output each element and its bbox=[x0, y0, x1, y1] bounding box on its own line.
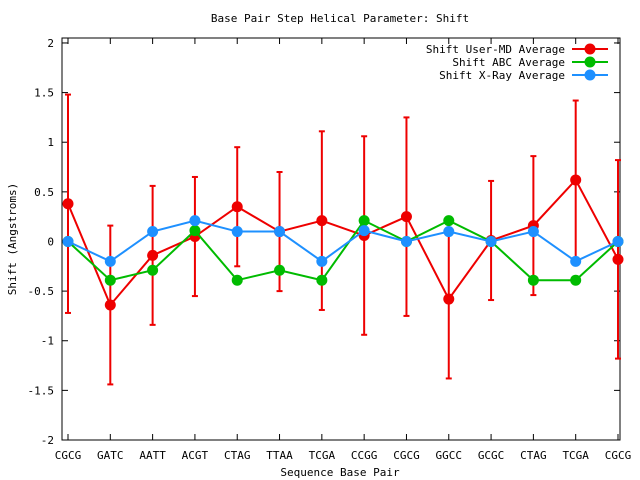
data-point bbox=[274, 226, 286, 238]
series-line bbox=[67, 219, 619, 263]
data-point bbox=[358, 225, 370, 237]
x-tick-label: TTAA bbox=[266, 449, 293, 462]
chart-title: Base Pair Step Helical Parameter: Shift bbox=[211, 12, 469, 25]
data-point bbox=[104, 299, 116, 311]
data-point bbox=[527, 274, 539, 286]
y-tick-label: 2 bbox=[47, 37, 54, 50]
data-point bbox=[316, 255, 328, 267]
data-point bbox=[274, 264, 286, 276]
legend-label: Shift X-Ray Average bbox=[439, 69, 565, 82]
y-tick-label: -1 bbox=[41, 335, 54, 348]
data-point bbox=[62, 235, 74, 247]
data-point bbox=[231, 201, 243, 213]
data-point bbox=[612, 235, 624, 247]
x-tick-label: CTAG bbox=[224, 449, 251, 462]
data-point bbox=[527, 226, 539, 238]
x-tick-label: AATT bbox=[139, 449, 166, 462]
data-point bbox=[316, 274, 328, 286]
x-tick-label: GCGC bbox=[478, 449, 505, 462]
data-point bbox=[231, 274, 243, 286]
x-tick-label: GGCC bbox=[436, 449, 463, 462]
x-tick-label: TCGA bbox=[562, 449, 589, 462]
x-tick-label: GATC bbox=[97, 449, 124, 462]
data-point bbox=[443, 293, 455, 305]
series-line bbox=[67, 178, 619, 307]
series-1 bbox=[62, 93, 624, 386]
legend-label: Shift ABC Average bbox=[452, 56, 565, 69]
y-tick-label: -0.5 bbox=[28, 285, 55, 298]
x-tick-label: CGCG bbox=[605, 449, 632, 462]
data-point bbox=[62, 198, 74, 210]
y-tick-label: 1 bbox=[47, 136, 54, 149]
x-tick-label: ACGT bbox=[182, 449, 209, 462]
series-line bbox=[67, 219, 619, 282]
data-point bbox=[443, 226, 455, 238]
x-tick-label: CTAG bbox=[520, 449, 547, 462]
x-tick-label: CGCG bbox=[393, 449, 420, 462]
data-point bbox=[231, 226, 243, 238]
data-point bbox=[316, 215, 328, 227]
legend-swatch-marker bbox=[584, 69, 596, 81]
legend-swatch-marker bbox=[584, 56, 596, 68]
data-point bbox=[104, 255, 116, 267]
data-point bbox=[570, 174, 582, 186]
data-point bbox=[358, 215, 370, 227]
plot-axes: -2 -1.5 -1 -0.5 0 0.5 1 1.5 2 CGCG GATC AATT ACGT CTA… bbox=[28, 37, 632, 462]
data-point bbox=[570, 274, 582, 286]
data-point bbox=[443, 215, 455, 227]
data-point bbox=[485, 235, 497, 247]
x-tick-label: TCGA bbox=[309, 449, 336, 462]
y-tick-label: -1.5 bbox=[28, 384, 55, 397]
legend-swatch-marker bbox=[584, 43, 596, 55]
series-2 bbox=[62, 215, 624, 286]
plot-frame bbox=[61, 37, 621, 441]
data-point bbox=[612, 253, 624, 265]
x-tick-label: CGCG bbox=[55, 449, 82, 462]
y-axis-label: Shift (Angstroms) bbox=[6, 183, 19, 296]
data-point bbox=[147, 226, 159, 238]
data-point bbox=[147, 249, 159, 261]
y-tick-label: -2 bbox=[41, 434, 54, 447]
data-point bbox=[400, 211, 412, 223]
y-tick-label: 0.5 bbox=[34, 186, 54, 199]
data-point bbox=[189, 225, 201, 237]
x-tick-label: CCGG bbox=[351, 449, 378, 462]
y-tick-label: 1.5 bbox=[34, 87, 54, 100]
data-point bbox=[147, 264, 159, 276]
series-layer bbox=[62, 93, 624, 386]
y-tick-label: 0 bbox=[47, 235, 54, 248]
data-point bbox=[570, 255, 582, 267]
series-3 bbox=[62, 215, 624, 267]
data-point bbox=[400, 235, 412, 247]
data-point bbox=[189, 215, 201, 227]
data-point bbox=[104, 274, 116, 286]
legend-label: Shift User-MD Average bbox=[426, 43, 565, 56]
x-axis-label: Sequence Base Pair bbox=[280, 466, 400, 479]
